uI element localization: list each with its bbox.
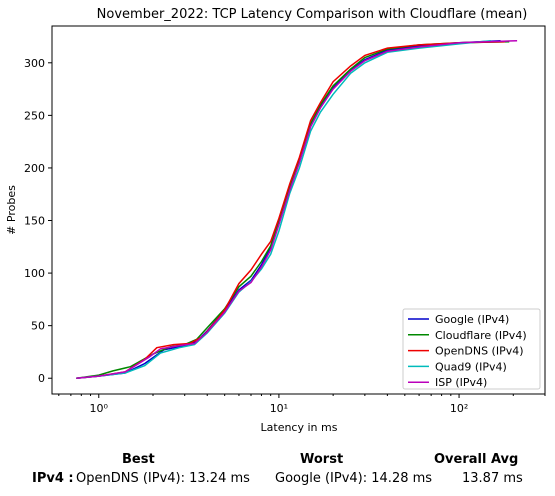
legend-box xyxy=(402,308,541,390)
legend-label-2: OpenDNS (IPv4) xyxy=(435,345,524,358)
y-axis-label: # Probes xyxy=(5,185,18,235)
series-line-2 xyxy=(76,41,506,379)
best-header: Best xyxy=(122,452,155,467)
x-tick-label-1: 10¹ xyxy=(270,402,288,415)
x-axis-label: Latency in ms xyxy=(261,421,338,434)
series-line-4 xyxy=(76,39,518,379)
y-tick-label-6: 300 xyxy=(24,57,45,70)
x-tick-label-0: 10⁰ xyxy=(90,402,109,415)
legend-label-3: Quad9 (IPv4) xyxy=(435,360,507,373)
y-tick-label-2: 100 xyxy=(24,267,45,280)
y-tick-label-5: 250 xyxy=(24,109,45,122)
legend-label-4: ISP (IPv4) xyxy=(435,376,487,389)
worst-header: Worst xyxy=(300,452,344,467)
y-tick-label-1: 50 xyxy=(31,320,45,333)
y-tick-label-0: 0 xyxy=(38,372,45,385)
legend-label-1: Cloudflare (IPv4) xyxy=(435,329,527,342)
legend: Google (IPv4) Cloudflare (IPv4) OpenDNS (I… xyxy=(402,308,541,390)
x-tick-label-2: 10² xyxy=(450,402,468,415)
series-line-3 xyxy=(76,39,491,379)
y-tick-label-4: 200 xyxy=(24,162,45,175)
chart-title: November_2022: TCP Latency Comparison wi… xyxy=(97,7,528,22)
plot-area xyxy=(76,39,518,379)
y-tick-label-3: 150 xyxy=(24,215,45,228)
worst-value: Google (IPv4): 14.28 ms xyxy=(275,471,433,486)
overall-avg-value: 13.87 ms xyxy=(462,471,523,486)
axes: 10⁰ 10¹ 10² 0 50 100 150 200 250 300 xyxy=(24,57,546,415)
overall-avg-header: Overall Avg xyxy=(434,452,519,467)
best-value: OpenDNS (IPv4): 13.24 ms xyxy=(76,471,250,486)
plot-frame xyxy=(51,25,546,395)
legend-label-0: Google (IPv4) xyxy=(435,313,509,326)
ipv4-row-label: IPv4 : xyxy=(32,471,74,486)
